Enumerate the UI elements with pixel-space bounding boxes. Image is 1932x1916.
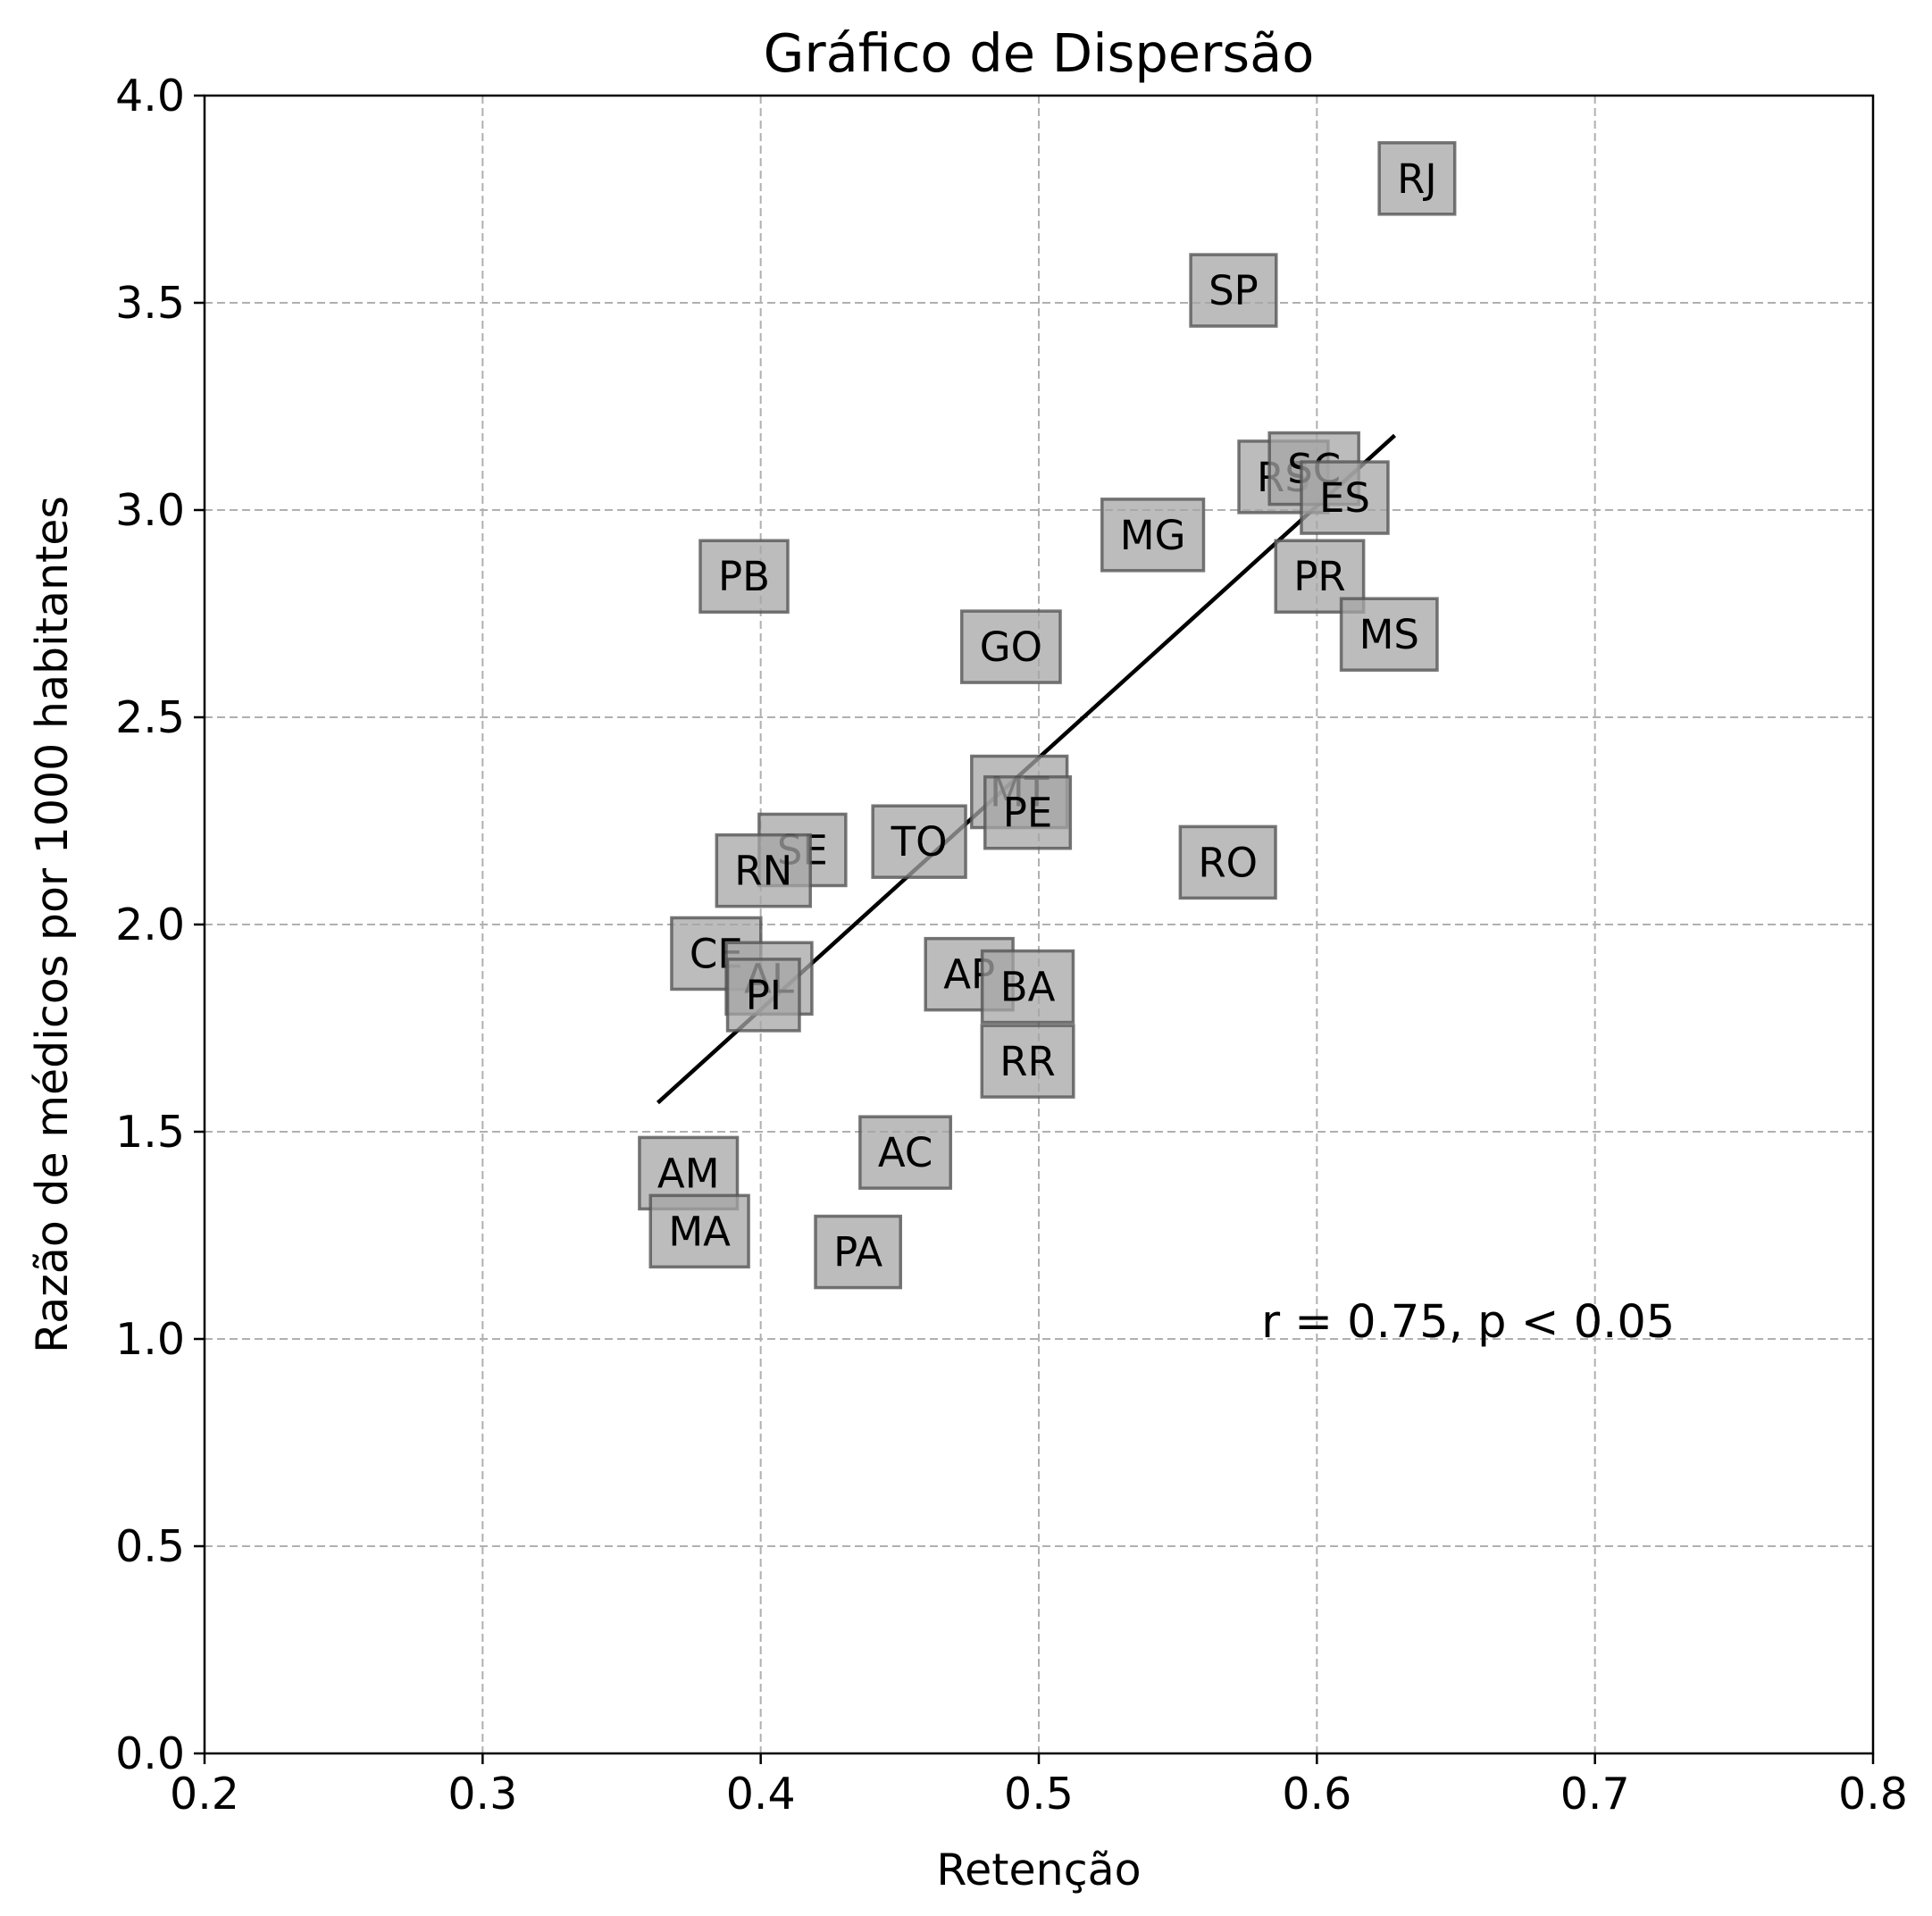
point-marker xyxy=(648,1193,750,1269)
point-label: RR xyxy=(999,1038,1056,1085)
point-label: ES xyxy=(1319,474,1370,522)
point-marker xyxy=(983,774,1073,850)
point-label: RO xyxy=(1198,839,1258,886)
point-label: RJ xyxy=(1397,155,1437,203)
data-point: TO xyxy=(871,804,967,879)
point-marker xyxy=(814,1214,903,1290)
y-tick-label: 0.5 xyxy=(115,1521,185,1572)
data-point: RR xyxy=(980,1024,1075,1099)
y-axis-label: Razão de médicos por 1000 habitantes xyxy=(27,496,78,1353)
data-point: RO xyxy=(1178,824,1277,900)
y-tick-label: 2.5 xyxy=(115,692,185,743)
point-label: PA xyxy=(833,1229,882,1276)
data-point: ES xyxy=(1300,460,1390,535)
data-point: PE xyxy=(983,774,1073,850)
point-marker xyxy=(1100,498,1206,573)
data-point: MA xyxy=(648,1193,750,1269)
y-tick-label: 3.0 xyxy=(115,485,185,536)
point-label: RN xyxy=(734,848,792,895)
data-point: RJ xyxy=(1377,141,1457,216)
point-label: SP xyxy=(1209,267,1259,314)
chart-title: Gráfico de Dispersão xyxy=(764,22,1315,84)
y-tick-label: 4.0 xyxy=(115,71,185,121)
data-point: GO xyxy=(959,609,1062,684)
x-tick-label: 0.3 xyxy=(447,1769,517,1820)
correlation-annotation: r = 0.75, p < 0.05 xyxy=(1261,1296,1675,1349)
y-tick-label: 1.0 xyxy=(115,1314,185,1365)
x-tick-label: 0.4 xyxy=(726,1769,796,1820)
point-label: AC xyxy=(878,1129,933,1176)
point-label: GO xyxy=(980,623,1042,671)
data-point: MG xyxy=(1100,498,1206,573)
point-marker xyxy=(715,832,812,908)
x-tick-label: 0.2 xyxy=(170,1769,239,1820)
point-label: PB xyxy=(718,553,770,600)
point-marker xyxy=(1189,253,1278,328)
point-marker xyxy=(725,958,801,1033)
data-point: BA xyxy=(980,949,1075,1025)
x-tick-label: 0.5 xyxy=(1004,1769,1074,1820)
point-marker xyxy=(959,609,1062,684)
point-marker xyxy=(1178,824,1277,900)
ticks: 0.2 0.3 0.4 0.5 0.6 0.7 0.8 0.0 0.5 1.0 1.5 2.0 2.5 3… xyxy=(115,71,1908,1820)
point-marker xyxy=(1377,141,1457,216)
data-point: PA xyxy=(814,1214,903,1290)
x-tick-label: 0.6 xyxy=(1282,1769,1351,1820)
data-point: PI xyxy=(725,958,801,1033)
point-marker xyxy=(1339,597,1439,672)
x-axis-label: Retenção xyxy=(936,1845,1141,1895)
data-point: MS xyxy=(1339,597,1439,672)
point-marker xyxy=(698,539,790,614)
data-point: SP xyxy=(1189,253,1278,328)
x-tick-label: 0.8 xyxy=(1838,1769,1908,1820)
point-marker xyxy=(980,949,1075,1025)
point-label: PR xyxy=(1293,553,1345,600)
data-point: PB xyxy=(698,539,790,614)
point-label: MG xyxy=(1120,512,1186,559)
point-label: BA xyxy=(1000,964,1056,1011)
point-label: MA xyxy=(668,1208,731,1255)
y-tick-label: 0.0 xyxy=(115,1728,185,1779)
data-point: AC xyxy=(858,1115,953,1190)
x-tick-label: 0.7 xyxy=(1560,1769,1630,1820)
point-label: MS xyxy=(1359,611,1419,658)
points-group: RJSPRSSCESMGPRMSPBGOMTPETOROSERNCEALPIAP… xyxy=(638,141,1457,1290)
grid xyxy=(205,96,1873,1753)
point-marker xyxy=(980,1024,1075,1099)
data-point: RN xyxy=(715,832,812,908)
point-marker xyxy=(871,804,967,879)
point-label: PE xyxy=(1003,790,1053,837)
point-label: PI xyxy=(746,972,782,1019)
y-tick-label: 2.0 xyxy=(115,899,185,950)
point-marker xyxy=(1300,460,1390,535)
y-tick-label: 1.5 xyxy=(115,1107,185,1158)
point-label: TO xyxy=(891,818,948,866)
point-label: AM xyxy=(657,1150,720,1197)
y-tick-label: 3.5 xyxy=(115,278,185,329)
point-marker xyxy=(858,1115,953,1190)
